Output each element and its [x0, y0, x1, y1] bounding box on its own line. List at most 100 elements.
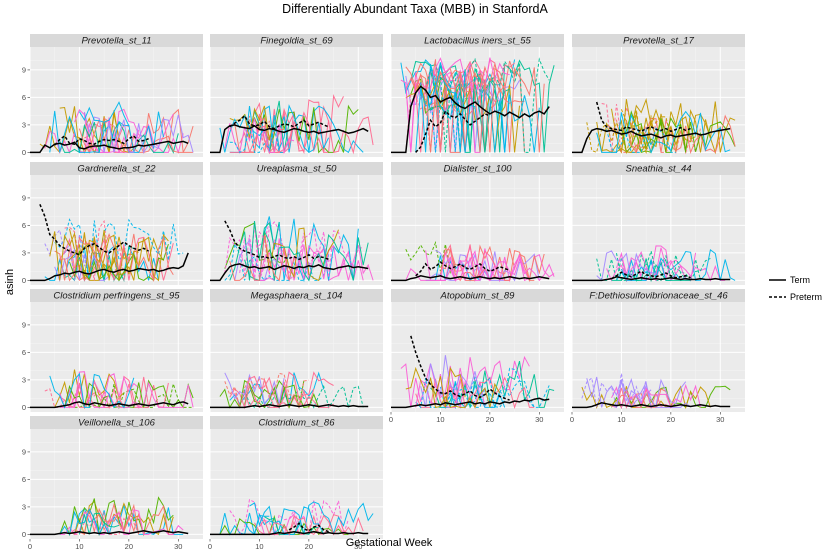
- plot-background: [210, 47, 383, 157]
- preterm-mean-line: [229, 114, 329, 130]
- facet-strip: [391, 289, 564, 302]
- subject-series-line: [249, 501, 374, 536]
- subject-series-line: [74, 108, 174, 154]
- x-tick-label: 30: [716, 415, 724, 424]
- subject-series-line: [224, 372, 309, 410]
- subject-series-line: [620, 247, 697, 281]
- term-mean-line: [210, 263, 369, 282]
- subject-series-line: [405, 366, 466, 408]
- subject-series-line: [229, 221, 280, 281]
- facet-title: Gardnerella_st_22: [77, 164, 156, 175]
- facet-panel: Lactobacillus iners_st_55: [390, 34, 564, 157]
- y-tick-label: 0: [22, 403, 26, 412]
- subject-series-line: [625, 114, 736, 155]
- subject-series-line: [49, 231, 169, 282]
- x-tick-label: 20: [486, 415, 494, 424]
- y-tick-label: 0: [22, 530, 26, 539]
- subject-series-line: [78, 118, 194, 154]
- subject-series-line: [415, 59, 525, 153]
- facet-title: Clostridium_st_86: [258, 418, 335, 429]
- x-tick-label: 20: [305, 542, 313, 551]
- subject-series-line: [420, 355, 491, 408]
- subject-series-line: [586, 114, 672, 155]
- term-mean-line: [391, 275, 550, 282]
- term-mean-line: [210, 403, 369, 409]
- chart-title: Differentially Abundant Taxa (MBB) in St…: [282, 2, 548, 16]
- subject-series-line: [258, 514, 364, 536]
- x-tick-label: 0: [28, 542, 32, 551]
- subject-series-line: [54, 218, 184, 281]
- preterm-mean-line: [415, 261, 510, 277]
- y-tick-label: 9: [22, 194, 26, 203]
- facet-strip: [210, 34, 383, 47]
- plot-background: [30, 302, 203, 412]
- subject-series-line: [611, 387, 672, 410]
- preterm-mean-line: [224, 220, 329, 261]
- term-mean-line: [391, 397, 550, 409]
- facet-panel: Dialister_st_100: [390, 162, 564, 285]
- y-tick-label: 9: [22, 321, 26, 330]
- facet-panel: Finegoldia_st_69: [209, 34, 383, 157]
- x-tick-label: 0: [208, 542, 212, 551]
- subject-series-line: [415, 367, 550, 410]
- subject-series-line: [596, 110, 731, 154]
- facet-strip: [30, 34, 203, 47]
- y-tick-label: 6: [22, 348, 26, 357]
- term-mean-line: [210, 124, 369, 154]
- y-tick-label: 3: [22, 249, 26, 258]
- x-tick-label: 30: [354, 542, 362, 551]
- x-tick-label: 10: [255, 542, 263, 551]
- facet-strip: [210, 289, 383, 302]
- facet-title: Finegoldia_st_69: [260, 36, 333, 47]
- subject-series-line: [49, 110, 164, 153]
- subject-series-line: [400, 57, 510, 153]
- subject-series-line: [59, 232, 174, 283]
- y-tick-label: 9: [22, 448, 26, 457]
- subject-series-line: [219, 379, 320, 409]
- term-mean-line: [30, 401, 189, 409]
- subject-series-line: [611, 98, 736, 153]
- preterm-mean-line: [39, 204, 149, 256]
- subject-series-line: [621, 110, 687, 153]
- subject-series-line: [78, 101, 130, 127]
- subject-series-line: [620, 121, 736, 154]
- subject-series-line: [44, 228, 95, 281]
- facet-title: Lactobacillus iners_st_55: [424, 36, 531, 47]
- facet-title: Prevotella_st_11: [81, 36, 151, 47]
- subject-series-line: [259, 238, 374, 282]
- subject-series-line: [54, 248, 110, 283]
- x-tick-label: 0: [570, 415, 574, 424]
- facet-title: Prevotella_st_17: [623, 36, 694, 47]
- subject-series-line: [625, 384, 691, 409]
- subject-series-line: [59, 508, 110, 536]
- subject-series-line: [44, 381, 105, 410]
- facet-panel: Ureaplasma_st_50: [209, 162, 383, 285]
- subject-series-line: [244, 229, 369, 282]
- subject-series-line: [611, 383, 701, 410]
- facet-title: Megasphaera_st_104: [251, 291, 343, 302]
- legend-label-preterm: Preterm: [790, 292, 822, 302]
- facet-strip: [210, 162, 383, 175]
- x-axis-title: Gestational Week: [346, 537, 433, 549]
- subject-series-line: [78, 512, 120, 535]
- y-tick-label: 3: [22, 503, 26, 512]
- facet-panel: F:Dethiosulfovibrionaceae_st_46 0 10 20 30: [570, 289, 745, 424]
- subject-series-line: [74, 381, 194, 410]
- subject-series-line: [244, 506, 325, 536]
- y-tick-label: 9: [22, 66, 26, 75]
- subject-series-line: [611, 258, 691, 283]
- term-mean-line: [391, 85, 550, 154]
- subject-series-line: [405, 240, 456, 275]
- subject-series-line: [59, 382, 169, 409]
- legend-label-term: Term: [790, 275, 810, 285]
- facet-panel: Clostridium perfringens_st_95 0 3 6 9: [22, 289, 203, 412]
- y-tick-label: 3: [22, 376, 26, 385]
- subject-series-line: [224, 118, 295, 155]
- facet-panel: Prevotella_st_11 0 3 6 9: [22, 34, 203, 157]
- facet-title: Dialister_st_100: [443, 164, 512, 175]
- preterm-mean-line: [595, 101, 691, 133]
- term-mean-line: [572, 402, 731, 409]
- x-tick-label: 10: [436, 415, 444, 424]
- x-tick-label: 30: [535, 415, 543, 424]
- subject-series-line: [59, 509, 184, 536]
